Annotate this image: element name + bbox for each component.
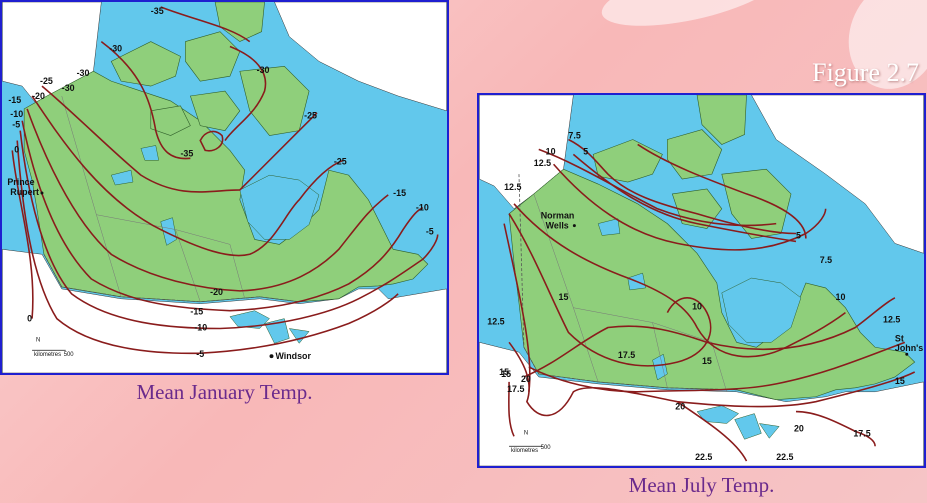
isotherm-label: -15 <box>393 188 406 198</box>
city-label-rupert: Rupert <box>10 187 39 197</box>
isotherm-label: 12.5 <box>534 158 551 168</box>
isotherm-label: 0 <box>27 314 32 324</box>
isotherm-label: 5 <box>583 146 588 156</box>
city-marker <box>572 224 576 228</box>
isotherm-label: -10 <box>10 109 23 119</box>
isotherm-label: 5 <box>796 230 801 240</box>
isotherm-label: 12.5 <box>504 182 521 192</box>
isotherm-label: 15 <box>702 356 712 366</box>
city-label-johns: John's <box>895 343 923 353</box>
isotherm-label: -25 <box>334 156 347 166</box>
isotherm-label: 7.5 <box>568 131 580 141</box>
isotherm-label: -30 <box>109 43 122 53</box>
isotherm-label: 17.5 <box>853 428 870 438</box>
isotherm-label: 12.5 <box>487 317 504 327</box>
isotherm-label: 15 <box>895 376 905 386</box>
isotherm-label: -20 <box>32 91 45 101</box>
city-label-windsor: Windsor <box>275 351 311 361</box>
isotherm-label: 10 <box>546 146 556 156</box>
isotherm-label: -35 <box>180 148 193 158</box>
isotherm-label: 17.5 <box>507 384 524 394</box>
isotherm-label: -30 <box>77 68 90 78</box>
city-label-prince: Prince <box>7 177 34 187</box>
isotherm-label: -25 <box>40 76 53 86</box>
background-glare <box>596 0 784 39</box>
figure-label: Figure 2.7 <box>812 58 919 87</box>
city-label-norman: Norman <box>541 211 575 221</box>
scale-value: 500 <box>541 445 552 451</box>
isotherm-label: -5 <box>12 120 20 130</box>
isotherm-label: -15 <box>8 95 21 105</box>
scale-value: 500 <box>64 352 75 358</box>
isotherm-label: 20 <box>794 423 804 433</box>
isotherm-label: 12.5 <box>883 315 900 325</box>
isotherm-label: 10 <box>692 302 702 312</box>
city-marker <box>40 191 44 195</box>
isotherm-label: -10 <box>416 203 429 213</box>
january-map-graphic: -35 -30 -30 -30 -25 -25 -20 -15 -10 -5 -… <box>2 2 447 373</box>
january-temperature-map: -35 -30 -30 -30 -25 -25 -20 -15 -10 -5 -… <box>0 0 449 375</box>
isotherm-label: 10 <box>836 292 846 302</box>
isotherm-label: -15 <box>190 307 203 317</box>
city-marker <box>269 354 274 359</box>
isotherm-label: -30 <box>257 65 270 75</box>
city-label-wells: Wells <box>546 221 569 231</box>
isotherm-label: 0 <box>14 144 19 154</box>
isotherm-label: -25 <box>304 111 317 121</box>
july-map-graphic: 7.5 10 5 12.5 12.5 12.5 15 10 5 7.5 10 1… <box>479 95 924 466</box>
january-caption: Mean January Temp. <box>136 380 313 404</box>
isotherm-label: 22.5 <box>695 452 712 462</box>
july-temperature-map: 7.5 10 5 12.5 12.5 12.5 15 10 5 7.5 10 1… <box>477 93 926 468</box>
isotherm-label: 22.5 <box>776 452 793 462</box>
isotherm-label: 15 <box>559 292 569 302</box>
scale-unit: kilometres <box>34 352 61 358</box>
isotherm-label: 15 <box>501 369 511 379</box>
isotherm-label: -20 <box>210 287 223 297</box>
isotherm-label: -5 <box>426 226 434 236</box>
isotherm-label: 17.5 <box>618 350 635 360</box>
july-caption: Mean July Temp. <box>628 473 775 497</box>
isotherm-label: -5 <box>196 349 204 359</box>
isotherm-label: -30 <box>62 83 75 93</box>
north-arrow-icon: N <box>36 337 40 343</box>
isotherm-label: -10 <box>194 322 207 332</box>
isotherm-label: -35 <box>151 6 164 16</box>
isotherm-label: 20 <box>521 374 531 384</box>
isotherm-label: 7.5 <box>820 255 832 265</box>
isotherm-label: 20 <box>675 402 685 412</box>
city-marker <box>905 352 909 356</box>
isotherm-label: 15 <box>499 367 509 377</box>
scale-unit: kilometres <box>511 448 538 454</box>
city-label-st: St <box>895 333 904 343</box>
north-arrow-icon: N <box>524 430 528 436</box>
